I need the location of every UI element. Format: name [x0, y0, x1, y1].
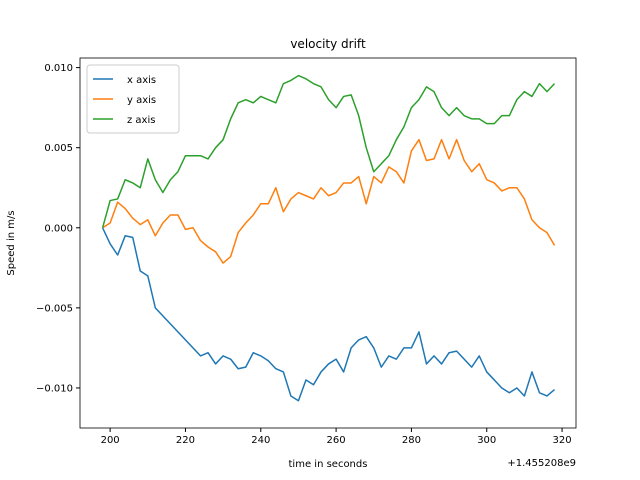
legend-label: x axis: [127, 75, 156, 86]
series-line: [101, 227, 556, 402]
x-tick-label: 200: [101, 435, 120, 446]
x-offset-label: +1.455208e9: [507, 458, 576, 469]
x-tick-label: 320: [553, 435, 572, 446]
y-tick-label: 0.000: [44, 223, 73, 234]
y-tick-label: −0.005: [36, 303, 73, 314]
legend-label: z axis: [127, 115, 155, 126]
chart-title: velocity drift: [290, 37, 366, 51]
series-line: [101, 74, 556, 228]
x-axis-label: time in seconds: [289, 459, 368, 470]
x-tick-label: 300: [477, 435, 496, 446]
x-tick-label: 280: [402, 435, 421, 446]
x-tick-label: 220: [176, 435, 195, 446]
x-tick-label: 260: [327, 435, 346, 446]
x-tick-label: 240: [251, 435, 270, 446]
y-tick-label: 0.010: [44, 63, 73, 74]
plot-frame: [79, 57, 577, 429]
series-line: [102, 138, 556, 264]
legend-box: [86, 64, 180, 134]
y-tick-label: 0.005: [44, 143, 73, 154]
legend-label: y axis: [127, 95, 156, 106]
y-axis-label: Speed in m/s: [6, 210, 17, 275]
y-tick-label: −0.010: [36, 383, 73, 394]
